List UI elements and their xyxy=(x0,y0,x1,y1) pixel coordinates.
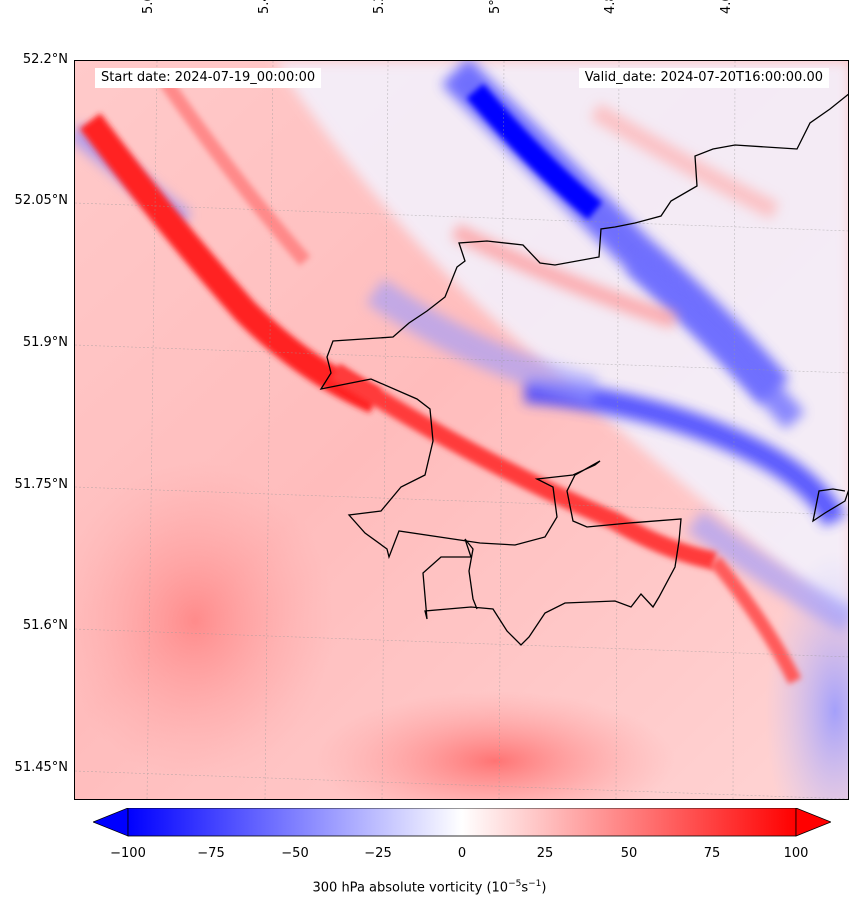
colorbar-tick: −100 xyxy=(110,846,146,861)
lon-label-4.8w: 4.8°W xyxy=(603,0,618,14)
colorbar-tick: −25 xyxy=(364,846,392,861)
lon-label-4.6w: 4.6°W xyxy=(719,0,734,14)
lat-label-52.2n: 52.2°N xyxy=(22,52,68,67)
colorbar-graphic xyxy=(91,807,833,837)
colorbar-tick: 50 xyxy=(620,846,638,861)
colorbar-tick: 25 xyxy=(536,846,554,861)
lon-label-5w: 5°W xyxy=(488,0,503,14)
colorbar xyxy=(91,807,833,842)
lat-label-51.45n: 51.45°N xyxy=(14,760,68,775)
colorbar-max-extend xyxy=(795,807,833,837)
colorbar-tick: 100 xyxy=(783,846,809,861)
colorbar-label: 300 hPa absolute vorticity (10−5s−1) xyxy=(312,879,547,896)
colorbar-tick: 0 xyxy=(457,846,467,861)
colorbar-min-extend xyxy=(91,807,129,837)
lat-label-51.75n: 51.75°N xyxy=(14,477,68,492)
colorbar-tick: 75 xyxy=(703,846,721,861)
colorbar-tick: −50 xyxy=(281,846,309,861)
lat-label-52.05n: 52.05°N xyxy=(14,193,68,208)
lon-label-5.6w: 5.6°W xyxy=(141,0,156,14)
lon-label-5.2w: 5.2°W xyxy=(372,0,387,14)
vorticity-map xyxy=(74,60,849,800)
start-date-label: Start date: 2024-07-19_00:00:00 xyxy=(95,68,322,88)
lat-label-51.6n: 51.6°N xyxy=(22,618,68,633)
lat-label-51.9n: 51.9°N xyxy=(22,335,68,350)
colorbar-tick: −75 xyxy=(197,846,225,861)
lon-label-5.4w: 5.4°W xyxy=(257,0,272,14)
valid-date-label: Valid_date: 2024-07-20T16:00:00.00 xyxy=(578,68,829,88)
coastline xyxy=(319,93,848,646)
vorticity-field xyxy=(75,61,848,799)
